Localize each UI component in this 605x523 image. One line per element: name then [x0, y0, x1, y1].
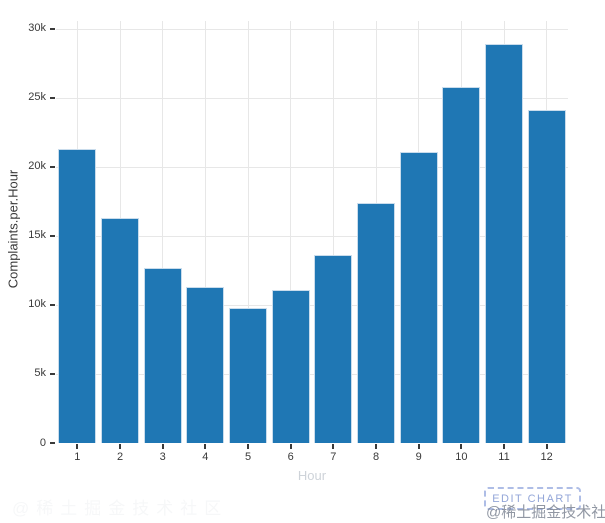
bar[interactable]	[527, 110, 566, 443]
x-tick-mark	[503, 444, 505, 449]
plot-area	[56, 15, 568, 443]
x-tick-mark	[460, 444, 463, 449]
gridline-horizontal	[56, 166, 568, 168]
y-tick-label: 5k	[34, 367, 46, 380]
x-tick-label: 2	[116, 451, 124, 463]
bar[interactable]	[58, 148, 97, 443]
x-axis-title: Hour	[297, 468, 327, 483]
gridline-vertical	[162, 21, 164, 443]
y-tick-label: 10k	[28, 298, 46, 311]
y-tick-mark	[50, 165, 55, 168]
gridline-vertical	[247, 21, 249, 443]
y-tick-mark	[50, 96, 55, 99]
x-tick-label: 12	[540, 451, 553, 463]
bar[interactable]	[399, 151, 438, 443]
y-tick-label: 20k	[28, 160, 46, 173]
x-tick-mark	[545, 444, 548, 449]
x-tick-label: 9	[415, 451, 422, 463]
gridline-horizontal	[56, 235, 568, 237]
x-tick-label: 11	[498, 451, 510, 463]
y-tick-mark	[50, 442, 55, 444]
bar[interactable]	[143, 267, 182, 443]
faint-watermark: @稀土掘金技术社区	[12, 499, 229, 518]
gridline-vertical	[332, 21, 334, 443]
bar[interactable]	[442, 86, 481, 443]
bar[interactable]	[485, 44, 523, 443]
gridline-vertical	[290, 21, 292, 443]
x-tick-mark	[204, 444, 207, 449]
bar[interactable]	[314, 255, 353, 443]
x-tick-label: 7	[330, 451, 337, 463]
gridline-horizontal	[56, 28, 568, 30]
y-tick-mark	[50, 234, 55, 237]
gridline-vertical	[204, 21, 206, 443]
x-tick-mark	[119, 444, 121, 449]
edit-chart-button[interactable]: EDIT CHART	[484, 487, 581, 510]
bar[interactable]	[186, 287, 225, 443]
x-tick-mark	[375, 444, 377, 449]
x-tick-mark	[161, 444, 164, 449]
x-tick-mark	[247, 444, 249, 449]
x-tick-mark	[289, 444, 292, 449]
y-tick-label: 0	[39, 436, 46, 449]
y-tick-mark	[50, 372, 55, 375]
x-tick-label: 4	[202, 451, 209, 463]
y-tick-mark	[50, 303, 55, 306]
bar[interactable]	[271, 289, 310, 443]
x-tick-mark	[332, 444, 335, 449]
gridline-horizontal	[56, 304, 568, 306]
gridline-horizontal	[56, 97, 568, 99]
y-tick-label: 15k	[28, 229, 46, 242]
x-tick-label: 10	[455, 451, 468, 463]
bar[interactable]	[357, 202, 395, 443]
y-tick-label: 25k	[28, 91, 46, 104]
x-tick-mark	[417, 444, 420, 449]
x-tick-label: 1	[74, 451, 81, 463]
gridline-horizontal	[56, 373, 568, 375]
x-tick-label: 8	[372, 451, 380, 463]
x-tick-label: 5	[244, 451, 252, 463]
x-tick-mark	[76, 444, 79, 449]
y-tick-mark	[50, 27, 55, 30]
x-tick-label: 6	[287, 451, 294, 463]
watermark-text: @稀土掘金技术社区	[486, 504, 605, 521]
bar[interactable]	[229, 307, 267, 443]
x-tick-label: 3	[159, 451, 166, 463]
y-tick-label: 30k	[28, 22, 46, 35]
bar[interactable]	[101, 217, 139, 443]
